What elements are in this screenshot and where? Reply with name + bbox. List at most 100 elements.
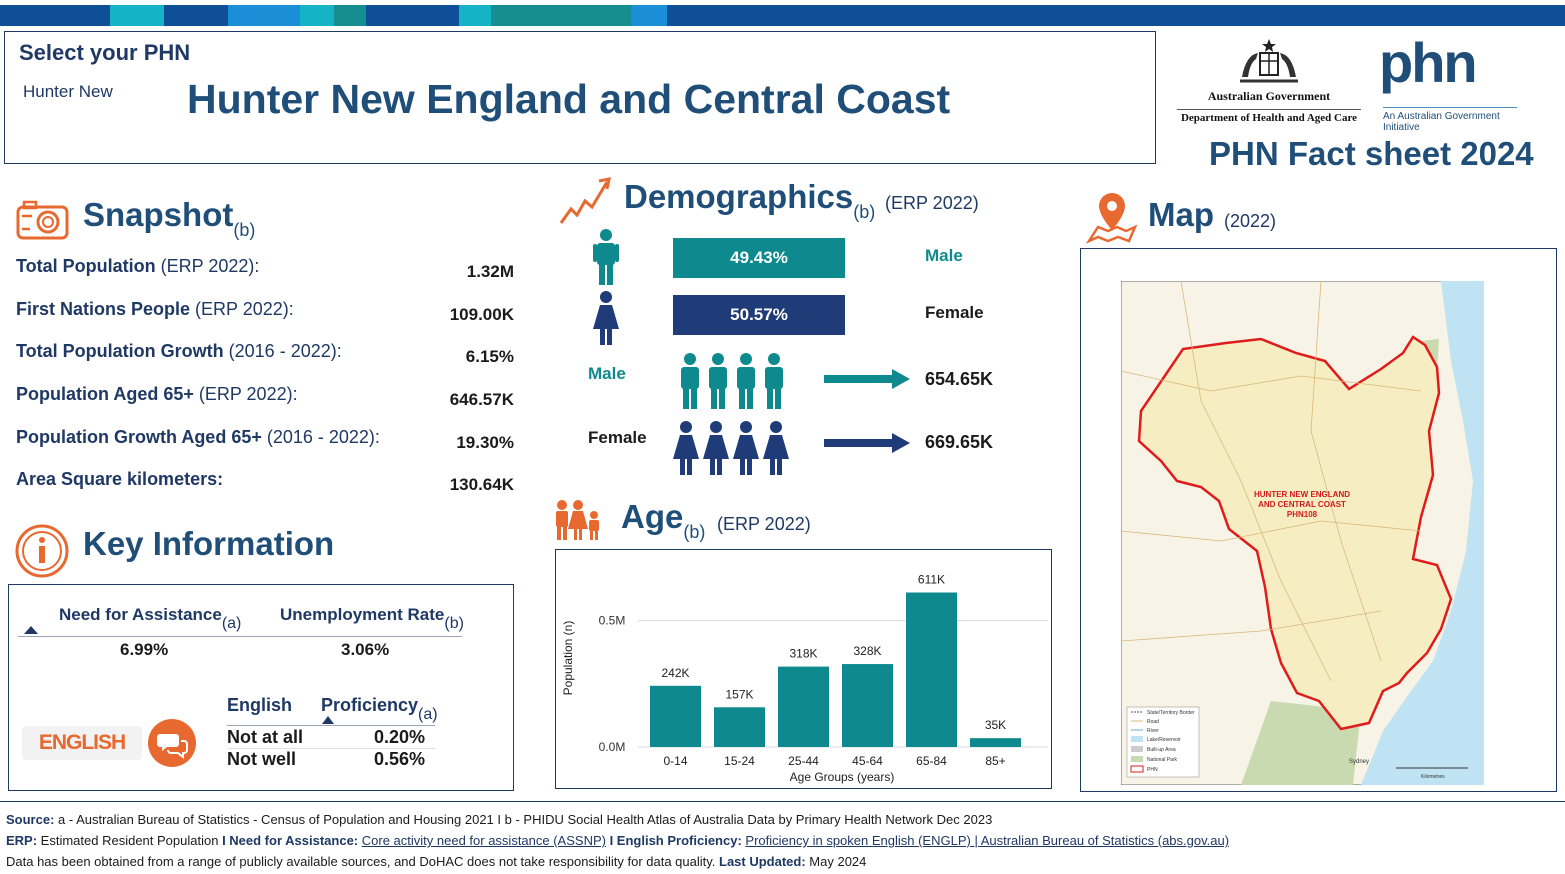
bar-15-24 — [714, 707, 765, 747]
bar-85+ — [970, 738, 1021, 747]
svg-text:State/Territory Border: State/Territory Border — [1147, 710, 1195, 716]
map-note: (2022) — [1224, 211, 1277, 231]
age-title: Age(b) — [621, 498, 706, 542]
bar-data-label: 318K — [789, 647, 817, 661]
female-group-icon — [673, 421, 789, 475]
english-row-value: 0.56% — [374, 749, 426, 769]
snapshot-value-area: 130.64K — [449, 475, 514, 494]
x-tick-label: 85+ — [985, 754, 1005, 768]
demographics-note: (ERP 2022) — [885, 193, 979, 213]
x-tick-label: 45-64 — [852, 754, 883, 768]
female-count-value: 669.65K — [925, 432, 994, 452]
svg-text:AND CENTRAL COAST: AND CENTRAL COAST — [1258, 500, 1346, 509]
arrow-right-icon — [824, 433, 910, 453]
chat-bubble-icon — [148, 719, 196, 767]
male-count-value: 654.65K — [925, 369, 994, 389]
male-label: Male — [925, 246, 963, 265]
male-person-icon — [593, 229, 619, 285]
english-column-label: English — [227, 695, 293, 715]
x-tick-label: 25-44 — [788, 754, 819, 768]
phn-dropdown[interactable]: Hunter New — [23, 82, 113, 101]
info-icon — [15, 524, 69, 578]
y-tick-label: 0.0M — [599, 740, 626, 754]
female-percentage-bar: 50.57% — [673, 295, 845, 335]
english-row-label: Not at all — [227, 727, 304, 747]
bar-65-84 — [906, 592, 957, 747]
bar-data-label: 35K — [985, 718, 1006, 732]
snapshot-value-total-population: 1.32M — [466, 262, 514, 281]
map-panel — [1080, 248, 1557, 792]
bar-0-14 — [650, 685, 701, 747]
bar-45-64 — [842, 664, 893, 747]
phn-initiative-text: An Australian Government Initiative — [1383, 107, 1517, 133]
proficiency-divider — [227, 725, 435, 726]
snapshot-value-population-growth: 6.15% — [465, 347, 514, 366]
snapshot-label-aged-65: Population Aged 65+ (ERP 2022): — [16, 384, 298, 404]
female-person-icon — [593, 291, 619, 345]
male-count-label: Male — [588, 364, 626, 383]
y-axis-label: Population (n) — [561, 621, 575, 696]
male-percentage-bar: 49.43% — [673, 238, 845, 278]
need-for-assistance-label: Need for Assistance(a) — [59, 605, 242, 632]
trend-up-icon — [559, 177, 611, 224]
key-information-panel — [8, 584, 514, 791]
need-for-assistance-value: 6.99% — [120, 640, 169, 659]
bar-data-label: 611K — [918, 573, 945, 587]
snapshot-label-first-nations: First Nations People (ERP 2022): — [16, 299, 294, 319]
snapshot-label-total-population: Total Population (ERP 2022): — [16, 256, 260, 276]
female-count-label: Female — [588, 428, 647, 447]
snapshot-label-population-growth: Total Population Growth (2016 - 2022): — [16, 341, 342, 361]
map-pin-icon — [1086, 193, 1138, 244]
age-chart-panel — [555, 549, 1052, 789]
age-note: (ERP 2022) — [717, 514, 811, 534]
sort-up-icon[interactable] — [322, 716, 334, 724]
svg-text:Lake/Reservoir: Lake/Reservoir — [1147, 737, 1181, 743]
snapshot-label-area: Area Square kilometers: — [16, 469, 224, 489]
svg-text:Road: Road — [1147, 719, 1159, 725]
bar-data-label: 328K — [853, 644, 881, 658]
snapshot-value-growth-65: 19.30% — [456, 433, 514, 452]
male-group-icon — [681, 353, 783, 409]
age-bar-chart: 0.0M 0.5M 242K 0-14 157K 15-24 318K 25-44 328K 45… — [561, 573, 1048, 784]
x-tick-label: 15-24 — [724, 754, 755, 768]
unemployment-rate-label: Unemployment Rate(b) — [280, 605, 464, 632]
phn-logo: phn — [1379, 31, 1478, 94]
family-icon — [556, 500, 599, 540]
female-label: Female — [925, 303, 984, 322]
phn-map[interactable]: HUNTER NEW ENGLAND AND CENTRAL COAST PHN… — [1121, 281, 1484, 785]
need-for-assistance-link[interactable]: Core activity need for assistance (ASSNP… — [361, 833, 606, 848]
x-axis-label: Age Groups (years) — [790, 770, 895, 784]
svg-text:River: River — [1147, 728, 1159, 734]
demographics-sub: (b) — [853, 202, 876, 222]
bar-data-label: 242K — [661, 666, 689, 680]
y-tick-label: 0.5M — [599, 614, 626, 628]
gov-name: Australian Government — [1207, 89, 1331, 103]
svg-text:HUNTER NEW ENGLAND: HUNTER NEW ENGLAND — [1254, 490, 1350, 499]
camera-icon — [16, 200, 69, 240]
svg-text:PHN: PHN — [1147, 767, 1158, 773]
svg-text:National Park: National Park — [1147, 757, 1178, 763]
svg-text:PHN108: PHN108 — [1287, 510, 1318, 519]
x-tick-label: 65-84 — [916, 754, 947, 768]
select-phn-title: Select your PHN — [19, 40, 191, 65]
phn-selector-panel — [4, 31, 1156, 164]
snapshot-label-growth-65: Population Growth Aged 65+ (2016 - 2022)… — [16, 427, 380, 447]
english-badge-text: ENGLISH — [38, 731, 126, 754]
top-color-band — [0, 5, 1565, 26]
english-row-label: Not well — [227, 749, 297, 769]
age-sub: (b) — [683, 522, 706, 542]
footer-disclaimer: Data has been obtained from a range of p… — [6, 854, 867, 869]
bar-25-44 — [778, 666, 829, 747]
key-info-divider — [18, 636, 462, 637]
demographics-title: Demographics(b) — [624, 178, 876, 222]
arrow-right-icon — [824, 369, 910, 389]
english-badge: ENGLISH — [22, 726, 142, 760]
snapshot-sub: (b) — [233, 220, 256, 240]
gov-department: Department of Health and Aged Care — [1177, 109, 1361, 124]
svg-text:Kilometres: Kilometres — [1421, 774, 1445, 780]
bar-data-label: 157K — [725, 687, 753, 701]
english-proficiency-link[interactable]: Proficiency in spoken English (ENGLP) | … — [745, 833, 1230, 848]
phn-name-heading: Hunter New England and Central Coast — [187, 76, 951, 122]
proficiency-row-divider — [227, 748, 435, 749]
factsheet-title: PHN Fact sheet 2024 — [1209, 135, 1534, 172]
